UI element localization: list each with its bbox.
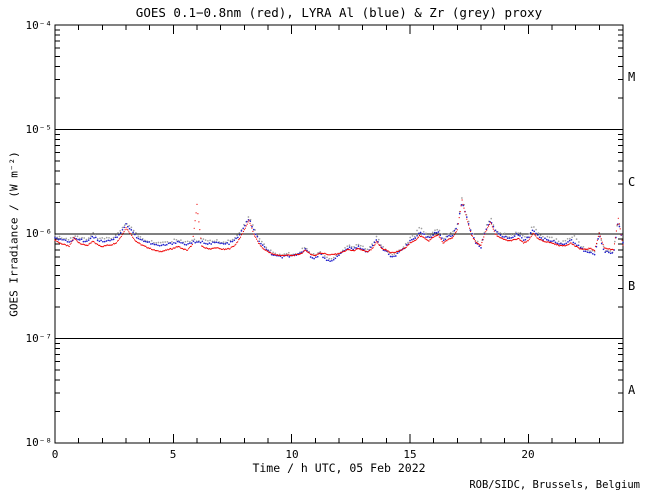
x-tick-label: 5 (169, 448, 177, 461)
flare-class-label-m: M (628, 70, 636, 84)
y-tick-label: 10⁻⁸ (25, 436, 53, 449)
flare-class-label-c: C (628, 175, 636, 189)
series-blue (54, 203, 624, 263)
x-tick-label: 10 (285, 448, 299, 461)
series-red (54, 199, 624, 257)
x-tick-label: 0 (51, 448, 59, 461)
y-tick-label: 10⁻⁴ (25, 19, 53, 32)
flare-class-label-a: A (628, 383, 636, 397)
y-tick-label: 10⁻⁷ (25, 332, 53, 345)
chart-title: GOES 0.1−0.8nm (red), LYRA Al (blue) & Z… (135, 5, 543, 20)
flare-class-label-b: B (628, 279, 636, 293)
series-grey (54, 197, 623, 260)
x-tick-label: 15 (403, 448, 417, 461)
x-tick-label: 20 (521, 448, 535, 461)
x-axis-label: Time / h UTC, 05 Feb 2022 (252, 461, 426, 475)
credit-text: ROB/SIDC, Brussels, Belgium (469, 479, 640, 491)
y-tick-label: 10⁻⁵ (25, 123, 53, 136)
y-tick-label: 10⁻⁶ (25, 227, 53, 240)
